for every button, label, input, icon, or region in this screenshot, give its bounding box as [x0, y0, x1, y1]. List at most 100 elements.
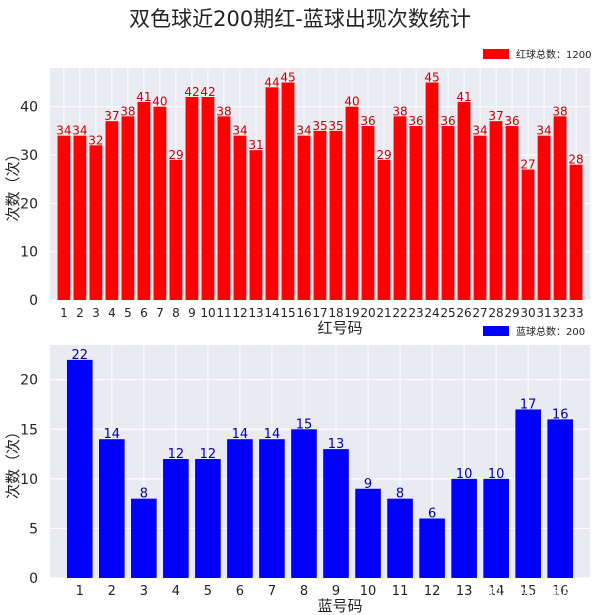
data-label: 12 [168, 447, 185, 462]
bar-16 [297, 135, 311, 300]
x-tick-label: 14 [488, 584, 505, 599]
x-tick-label: 4 [108, 306, 116, 320]
bar-9 [185, 97, 199, 300]
x-tick-label: 6 [140, 306, 148, 320]
data-label: 38 [120, 104, 135, 118]
x-tick-label: 32 [552, 306, 567, 320]
data-label: 27 [520, 158, 535, 172]
data-label: 42 [184, 85, 199, 99]
bar-28 [489, 121, 503, 301]
data-label: 15 [296, 417, 313, 432]
x-tick-label: 13 [248, 306, 263, 320]
x-tick-label: 31 [536, 306, 551, 320]
data-label: 36 [360, 114, 375, 128]
x-tick-label: 11 [392, 584, 409, 599]
bar-18 [329, 130, 343, 300]
x-tick-label: 3 [140, 584, 148, 599]
x-tick-label: 26 [456, 306, 471, 320]
bar-1 [66, 359, 93, 578]
data-label: 34 [232, 124, 247, 138]
x-tick-label: 22 [392, 306, 407, 320]
x-axis-label: 红号码 [317, 319, 362, 337]
x-tick-label: 28 [488, 306, 503, 320]
bar-12 [419, 518, 445, 578]
charts-group: 0102030403413423233743854164072984294210… [4, 48, 591, 615]
bar-9 [323, 449, 349, 578]
y-tick-label: 0 [29, 293, 38, 309]
x-tick-label: 6 [236, 584, 244, 599]
x-tick-label: 25 [440, 306, 455, 320]
data-label: 29 [376, 148, 391, 162]
bar-5 [195, 459, 221, 578]
bar-2 [99, 439, 125, 578]
data-label: 13 [328, 437, 345, 452]
y-tick-label: 15 [20, 422, 38, 438]
bar-21 [377, 159, 391, 300]
bar-10 [355, 488, 381, 578]
x-tick-label: 4 [172, 584, 180, 599]
bar-15 [515, 409, 541, 578]
data-label: 32 [88, 133, 103, 147]
data-label: 14 [264, 427, 281, 442]
x-tick-label: 12 [424, 584, 441, 599]
y-tick-label: 20 [20, 373, 38, 389]
x-tick-label: 30 [520, 306, 535, 320]
x-tick-label: 16 [552, 584, 569, 599]
blue-chart: 0 5 10 15 20 22 1 14 2 8 3 12 4 12 5 14 6 14 7 15 8 13 9 9 10 8 11… [4, 325, 590, 615]
data-label: 22 [72, 348, 89, 363]
y-tick-label: 5 [29, 521, 38, 537]
data-label: 34 [56, 124, 71, 138]
data-label: 28 [568, 153, 583, 167]
x-tick-label: 20 [360, 306, 375, 320]
data-label: 17 [520, 397, 537, 412]
x-tick-label: 10 [200, 306, 215, 320]
x-tick-label: 2 [76, 306, 84, 320]
bar-13 [451, 478, 477, 578]
x-tick-label: 7 [268, 584, 276, 599]
bar-33 [569, 164, 583, 300]
bar-29 [505, 126, 519, 300]
data-label: 10 [488, 467, 505, 482]
x-tick-label: 18 [328, 306, 343, 320]
data-label: 36 [408, 114, 423, 128]
x-tick-label: 19 [344, 306, 359, 320]
bar-24 [425, 82, 439, 300]
x-tick-label: 11 [216, 306, 231, 320]
data-label: 38 [216, 104, 231, 118]
data-label: 6 [428, 507, 436, 522]
data-label: 37 [488, 109, 503, 123]
bar-4 [105, 121, 119, 301]
data-label: 35 [312, 119, 327, 133]
data-label: 36 [440, 114, 455, 128]
data-label: 40 [344, 95, 359, 109]
chart-title: 双色球近200期红-蓝球出现次数统计 [129, 7, 471, 31]
data-label: 45 [280, 71, 295, 85]
data-label: 45 [424, 71, 439, 85]
x-tick-label: 13 [456, 584, 473, 599]
data-label: 16 [552, 407, 569, 422]
legend: 蓝球总数：200 [483, 325, 585, 338]
bar-7 [153, 106, 167, 301]
x-tick-label: 24 [424, 306, 439, 320]
legend-swatch [483, 49, 509, 59]
x-tick-label: 1 [76, 584, 84, 599]
data-label: 41 [136, 90, 151, 104]
data-label: 14 [232, 427, 249, 442]
bar-17 [313, 130, 327, 300]
data-label: 31 [248, 138, 263, 152]
y-axis-label: 次数（次） [4, 146, 22, 221]
legend-label: 蓝球总数：200 [516, 325, 585, 338]
y-tick-label: 40 [20, 100, 38, 116]
data-label: 38 [552, 104, 567, 118]
bar-8 [291, 429, 317, 578]
x-tick-label: 5 [204, 584, 212, 599]
bar-27 [473, 135, 487, 300]
bar-1 [57, 135, 71, 300]
data-label: 9 [364, 477, 372, 492]
bar-16 [547, 419, 574, 578]
data-label: 29 [168, 148, 183, 162]
legend: 红球总数：1200 [483, 48, 591, 61]
bar-6 [137, 101, 151, 300]
data-label: 34 [296, 124, 311, 138]
